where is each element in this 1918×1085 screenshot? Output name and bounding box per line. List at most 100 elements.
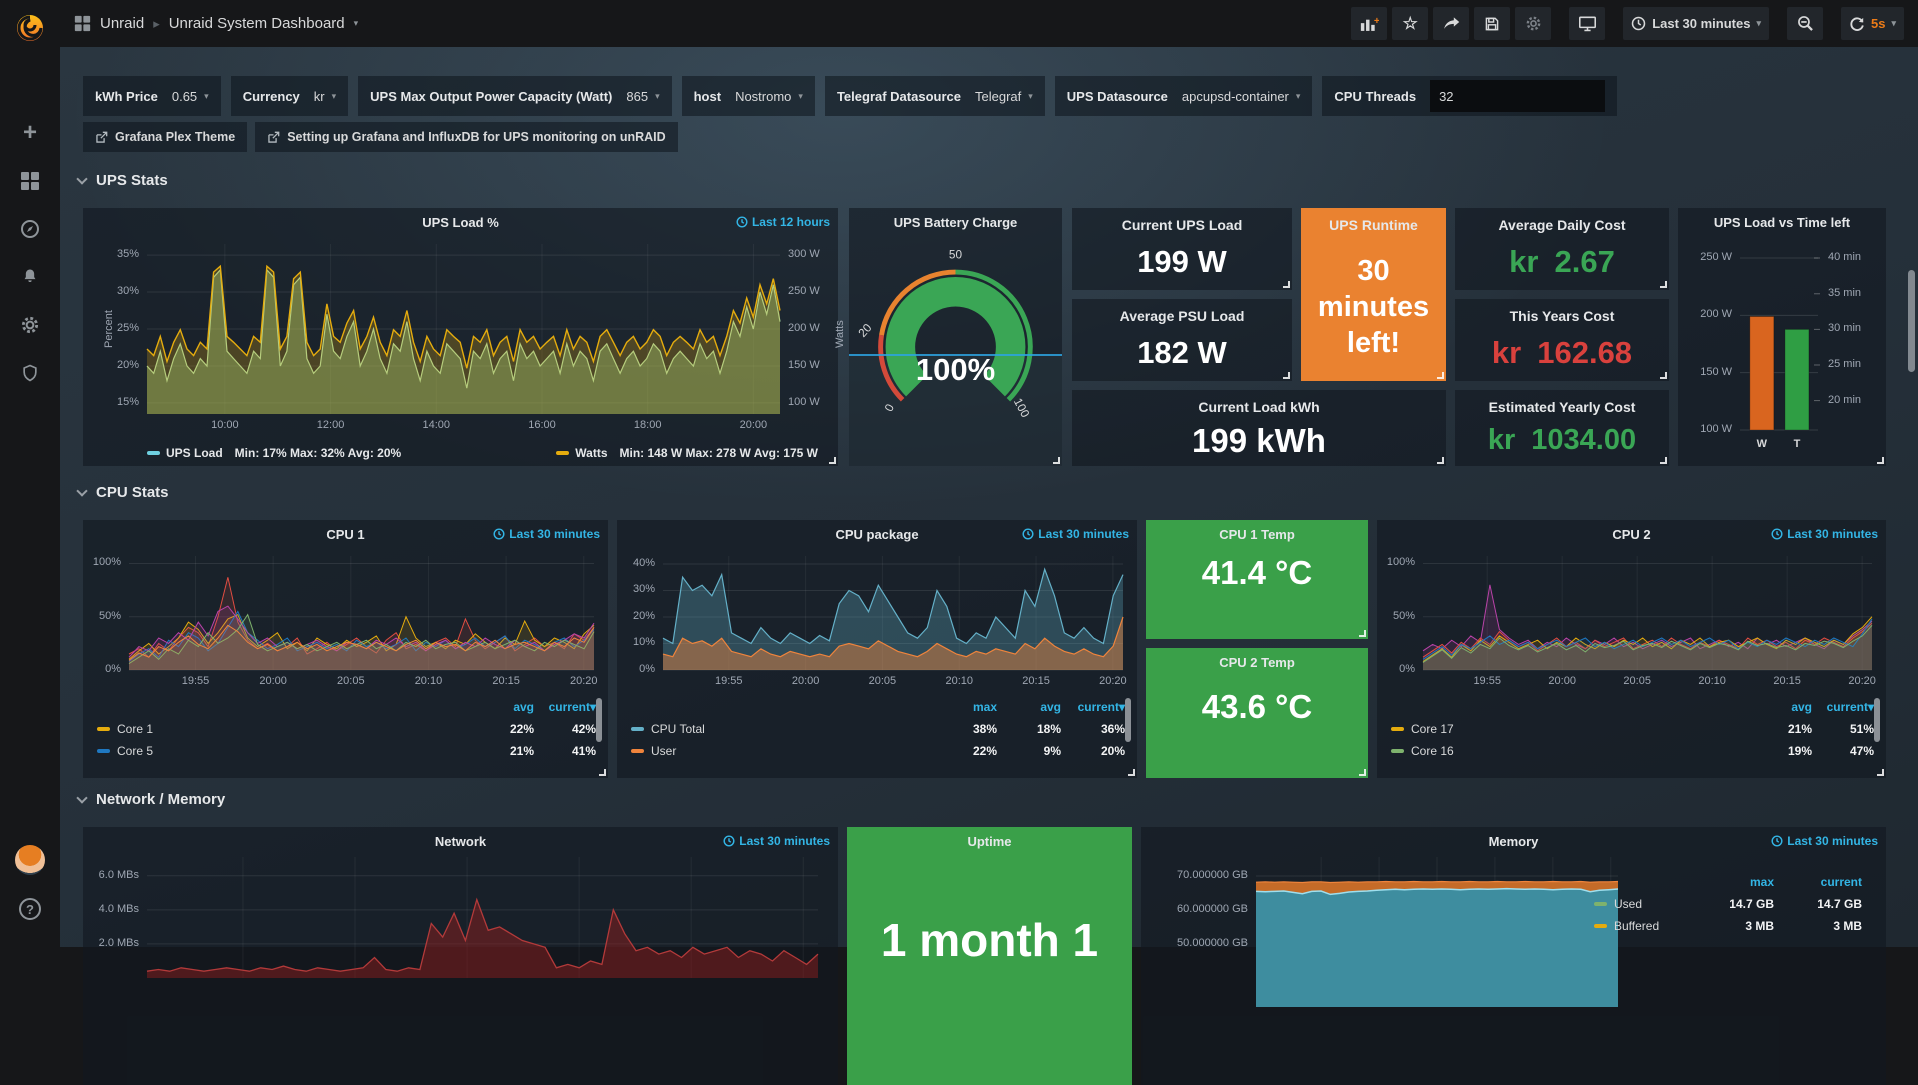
resize-handle[interactable]: [1283, 372, 1290, 379]
legend-sort-header[interactable]: current: [1820, 875, 1862, 889]
panel-time-range[interactable]: Last 30 minutes: [1771, 834, 1878, 848]
panel-time-range[interactable]: Last 12 hours: [736, 215, 830, 229]
panel-time-range[interactable]: Last 30 minutes: [1771, 527, 1878, 541]
panel-title[interactable]: CPU 2 Temp: [1219, 655, 1295, 670]
section-ups-stats[interactable]: UPS Stats: [76, 172, 168, 189]
panel-time-range[interactable]: Last 30 minutes: [723, 834, 830, 848]
breadcrumb-title[interactable]: Unraid System Dashboard: [168, 15, 345, 32]
series-name[interactable]: User: [651, 744, 677, 758]
time-range-picker[interactable]: Last 30 minutes ▾: [1623, 7, 1769, 40]
panel-title[interactable]: UPS Runtime: [1329, 217, 1418, 233]
series-color-swatch[interactable]: [631, 749, 644, 753]
series-color-swatch[interactable]: [147, 451, 160, 455]
help-icon[interactable]: ?: [0, 892, 60, 926]
panel-title[interactable]: CPU 1: [326, 527, 365, 542]
legend-sort-header[interactable]: avg: [513, 700, 534, 714]
resize-handle[interactable]: [1877, 457, 1884, 464]
panel-title[interactable]: CPU 2: [1612, 527, 1651, 542]
legend-item[interactable]: UPS Load Min: 17% Max: 32% Avg: 20%: [147, 446, 401, 460]
section-cpu-stats[interactable]: CPU Stats: [76, 484, 169, 501]
resize-handle[interactable]: [1437, 372, 1444, 379]
legend-sort-header[interactable]: avg: [1040, 700, 1061, 714]
legend-sort-header[interactable]: current▾: [1077, 700, 1125, 714]
series-name[interactable]: Core 17: [1411, 722, 1454, 736]
series-color-swatch[interactable]: [1594, 924, 1607, 928]
admin-shield-icon[interactable]: [0, 356, 60, 390]
series-color-swatch[interactable]: [1391, 727, 1404, 731]
panel-title[interactable]: Estimated Yearly Cost: [1488, 399, 1636, 415]
section-network-memory[interactable]: Network / Memory: [76, 791, 225, 808]
series-name[interactable]: Watts: [575, 446, 614, 460]
legend-sort-header[interactable]: max: [1749, 875, 1774, 889]
legend-item[interactable]: Watts Min: 148 W Max: 278 W Avg: 175 W: [556, 446, 818, 460]
series-name[interactable]: Core 16: [1411, 744, 1454, 758]
panel-time-range[interactable]: Last 30 minutes: [493, 527, 600, 541]
memory-chart[interactable]: 70.000000 GB 60.000000 GB 50.000000 GB: [1177, 857, 1619, 1007]
panel-title[interactable]: Average Daily Cost: [1498, 217, 1626, 233]
series-color-swatch[interactable]: [631, 727, 644, 731]
cpu1-chart[interactable]: 19:55 20:00 20:05 20:10 20:15 20:20 100% 50% 0%: [92, 556, 598, 687]
zoom-out-button[interactable]: [1787, 7, 1823, 40]
resize-handle[interactable]: [829, 457, 836, 464]
legend-sort-header[interactable]: max: [972, 700, 997, 714]
series-name[interactable]: Buffered: [1614, 919, 1660, 933]
variable-value[interactable]: 865: [626, 88, 649, 104]
series-name[interactable]: Core 1: [117, 722, 154, 736]
panel-title[interactable]: Average PSU Load: [1119, 308, 1245, 324]
add-icon[interactable]: +: [22, 119, 37, 146]
variable-input[interactable]: [1430, 80, 1606, 112]
dashboard-link[interactable]: Grafana Plex Theme: [83, 122, 248, 152]
panel-title[interactable]: UPS Load %: [422, 215, 499, 230]
panel-title[interactable]: Current Load kWh: [1198, 399, 1320, 415]
network-chart[interactable]: 6.0 MBs 4.0 MBs 2.0 MBs: [99, 857, 819, 978]
resize-handle[interactable]: [1359, 630, 1366, 637]
legend-sort-header[interactable]: current▾: [1826, 700, 1874, 714]
resize-handle[interactable]: [1128, 769, 1135, 776]
cycle-view-monitor-icon[interactable]: [1569, 7, 1606, 40]
dashboards-icon[interactable]: [0, 164, 60, 198]
cpu2-legend[interactable]: avg current▾ Core 17 21% 51% Core 16 19% 47%: [1391, 696, 1880, 762]
cpu-package-chart[interactable]: 19:55 20:00 20:05 20:10 20:15 20:20 40% 30% 20% 1…: [632, 556, 1127, 687]
settings-gear-icon[interactable]: [0, 308, 60, 342]
ups-load-legend[interactable]: UPS Load Min: 17% Max: 32% Avg: 20% Watts…: [147, 446, 818, 460]
resize-handle[interactable]: [1660, 281, 1667, 288]
series-color-swatch[interactable]: [556, 451, 570, 455]
refresh-interval-label[interactable]: 5s: [1871, 16, 1886, 31]
save-button[interactable]: [1474, 7, 1511, 40]
resize-handle[interactable]: [1877, 769, 1884, 776]
resize-handle[interactable]: [599, 769, 606, 776]
series-name[interactable]: CPU Total: [651, 722, 705, 736]
resize-handle[interactable]: [1053, 457, 1060, 464]
add-panel-button[interactable]: +: [1351, 7, 1388, 40]
ups-load-chart[interactable]: 10:00 12:00 14:00 16:00 18:00 20:00 35% 30% 25% 2…: [103, 244, 846, 431]
load-vs-time-chart[interactable]: 250 W 200 W 150 W 100 W 40 min 35 min 30 min 25…: [1700, 251, 1862, 450]
variable-value[interactable]: 0.65: [171, 88, 198, 104]
series-name[interactable]: UPS Load: [166, 446, 229, 460]
memory-legend[interactable]: max current Used 14.7 GB 14.7 GB Buffered 3 MB…: [1594, 871, 1862, 937]
cpu2-chart[interactable]: 19:55 20:00 20:05 20:10 20:15 20:20 100% 50% 0%: [1386, 556, 1876, 687]
resize-handle[interactable]: [1437, 457, 1444, 464]
variable-value[interactable]: Telegraf: [974, 88, 1022, 104]
user-avatar[interactable]: [0, 843, 60, 877]
series-color-swatch[interactable]: [1594, 902, 1607, 906]
cpu-package-legend[interactable]: max avg current▾ CPU Total 38% 18% 36% User 22% 9…: [631, 696, 1131, 762]
panel-title[interactable]: This Years Cost: [1509, 308, 1615, 324]
page-scrollbar[interactable]: [1908, 270, 1915, 372]
cpu1-legend[interactable]: avg current▾ Core 1 22% 42% Core 5 21% 41%: [97, 696, 602, 762]
dashboard-settings-gear-icon[interactable]: [1515, 7, 1552, 40]
series-color-swatch[interactable]: [1391, 749, 1404, 753]
battery-gauge[interactable]: 0 20 50 100: [855, 242, 1054, 438]
variable-value[interactable]: kr: [313, 88, 325, 104]
resize-handle[interactable]: [1660, 372, 1667, 379]
explore-icon[interactable]: [0, 212, 60, 246]
resize-handle[interactable]: [1359, 769, 1366, 776]
panel-title[interactable]: CPU package: [835, 527, 919, 542]
share-button[interactable]: [1433, 7, 1470, 40]
legend-sort-header[interactable]: current▾: [548, 700, 596, 714]
series-name[interactable]: Used: [1614, 897, 1643, 911]
variable-value[interactable]: Nostromo: [735, 88, 792, 104]
legend-sort-header[interactable]: avg: [1791, 700, 1812, 714]
series-color-swatch[interactable]: [97, 727, 110, 731]
panel-title[interactable]: Memory: [1488, 834, 1539, 849]
breadcrumb-root[interactable]: Unraid: [100, 15, 145, 32]
